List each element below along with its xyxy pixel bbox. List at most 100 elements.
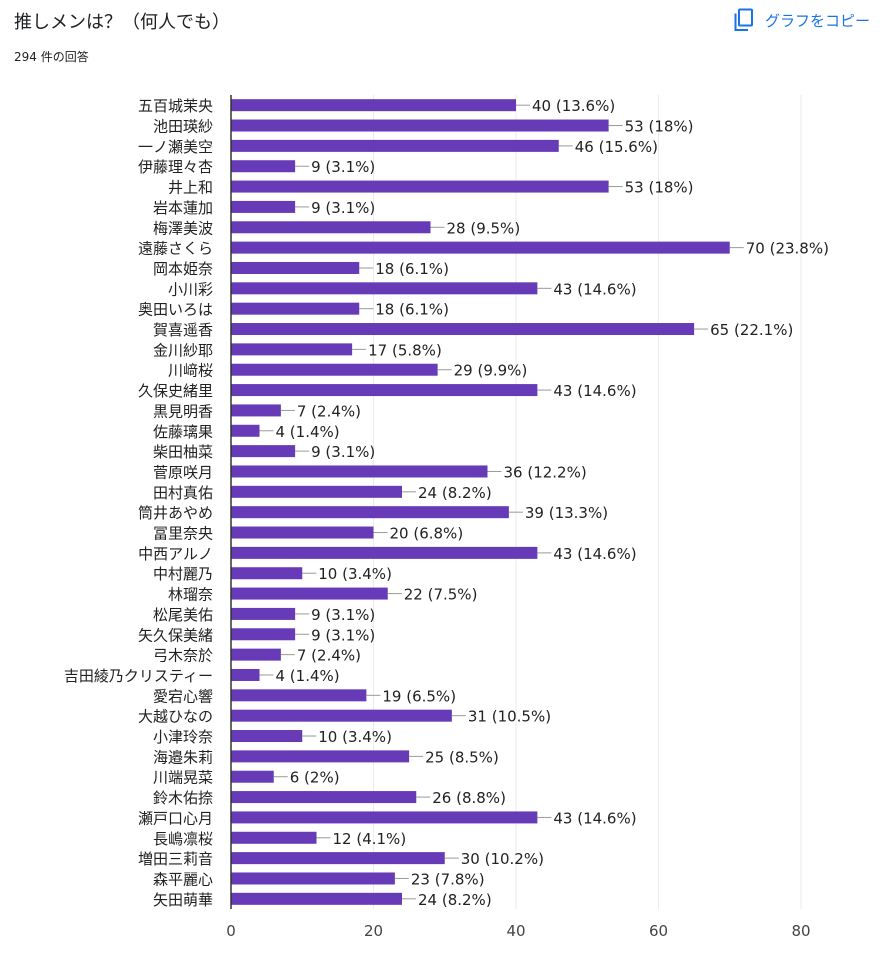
bar-value-label: 65 (22.1%) [710, 321, 793, 339]
bar-value-label: 25 (8.5%) [425, 748, 499, 766]
category-label: 梅澤美波 [153, 219, 213, 237]
bar [231, 282, 538, 295]
bar-value-label: 9 (3.1%) [311, 158, 375, 176]
category-label: 遠藤さくら [138, 240, 213, 258]
bar [231, 221, 431, 234]
bar-value-label: 23 (7.8%) [411, 870, 485, 888]
bar [231, 261, 360, 274]
bar [231, 384, 538, 397]
category-label: 森平麗心 [153, 870, 213, 888]
bar-value-label: 30 (10.2%) [461, 850, 544, 868]
bar [231, 363, 438, 376]
category-label: 池田瑛紗 [153, 118, 213, 136]
bar-value-label: 4 (1.4%) [276, 423, 340, 441]
x-tick-label: 20 [364, 922, 383, 940]
bar-value-label: 24 (8.2%) [418, 891, 492, 909]
bar [231, 139, 559, 152]
category-label: 金川紗耶 [153, 341, 213, 359]
category-label: 井上和 [168, 179, 213, 197]
category-label: 菅原咲月 [153, 463, 213, 481]
bar [231, 750, 410, 763]
bar-value-label: 28 (9.5%) [447, 219, 521, 237]
bar-value-label: 43 (14.6%) [553, 382, 636, 400]
copy-chart-label: グラフをコピー [764, 11, 870, 30]
bar-value-label: 26 (8.8%) [432, 789, 506, 807]
bar [231, 770, 274, 783]
bar [231, 119, 609, 132]
bar [231, 485, 402, 498]
x-tick-label: 40 [506, 922, 525, 940]
category-label: 吉田綾乃クリスティー [64, 667, 213, 685]
copy-icon [734, 8, 753, 31]
category-label: 増田三莉音 [138, 850, 213, 868]
bar-value-label: 4 (1.4%) [276, 667, 340, 685]
bar [231, 892, 402, 905]
copy-chart-button[interactable]: グラフをコピー [733, 8, 870, 32]
category-label: 川端晃菜 [153, 769, 213, 787]
bar-value-label: 43 (14.6%) [553, 809, 636, 827]
bar [231, 587, 388, 600]
category-label: 岩本蓮加 [153, 199, 213, 217]
bar [231, 730, 303, 743]
category-label: 黒見明香 [153, 402, 213, 420]
bar [231, 445, 296, 458]
category-label: 長嶋凛桜 [153, 830, 213, 848]
bar [231, 628, 296, 641]
category-label: 川﨑桜 [168, 362, 213, 380]
bar [231, 160, 296, 173]
bar-value-label: 9 (3.1%) [311, 443, 375, 461]
bar-value-label: 22 (7.5%) [404, 586, 478, 604]
bar [231, 180, 609, 193]
bar-value-label: 19 (6.5%) [382, 687, 456, 705]
bar-value-label: 39 (13.3%) [525, 504, 608, 522]
bar [231, 852, 445, 865]
bar-value-label: 29 (9.9%) [454, 362, 528, 380]
bar [231, 99, 516, 112]
bar [231, 302, 360, 315]
x-tick-label: 80 [791, 922, 810, 940]
category-label: 海邉朱莉 [153, 748, 213, 766]
bar-value-label: 18 (6.1%) [375, 260, 449, 278]
category-label: 中西アルノ [138, 545, 213, 563]
bar [231, 241, 730, 254]
bar-value-label: 10 (3.4%) [318, 728, 392, 746]
chart-header: 推しメンは？（何人でも） 294 件の回答 グラフをコピー [14, 8, 874, 68]
bar [231, 526, 374, 539]
bar-value-label: 10 (3.4%) [318, 565, 392, 583]
category-label: 小津玲奈 [153, 728, 213, 746]
category-label: 小川彩 [168, 280, 213, 298]
x-tick-label: 0 [226, 922, 236, 940]
bar [231, 546, 538, 559]
bar [231, 709, 452, 722]
bar-value-label: 7 (2.4%) [297, 647, 361, 665]
category-label: 愛宕心響 [153, 687, 213, 705]
bar-value-label: 53 (18%) [625, 179, 694, 197]
bar-value-label: 9 (3.1%) [311, 199, 375, 217]
bar [231, 323, 695, 336]
bar [231, 200, 296, 213]
question-title: 推しメンは？（何人でも） [14, 12, 230, 33]
bar [231, 404, 281, 417]
category-label: 伊藤理々杏 [138, 158, 213, 176]
category-label: 冨里奈央 [153, 525, 213, 543]
bar [231, 424, 260, 437]
category-label: 久保史緒里 [138, 382, 213, 400]
bar [231, 506, 509, 519]
bar-value-label: 70 (23.8%) [746, 240, 829, 258]
category-label: 岡本姫奈 [153, 260, 213, 278]
category-label: 矢田萌華 [153, 891, 213, 909]
category-label: 五百城茉央 [138, 97, 213, 115]
bar [231, 689, 367, 702]
category-label: 林瑠奈 [168, 586, 213, 604]
bar-value-label: 43 (14.6%) [553, 545, 636, 563]
bar-value-label: 7 (2.4%) [297, 402, 361, 420]
category-label: 田村真佑 [153, 484, 213, 502]
bar [231, 607, 296, 620]
bar-value-label: 17 (5.8%) [368, 341, 442, 359]
bar [231, 831, 317, 844]
bar-value-label: 9 (3.1%) [311, 626, 375, 644]
bar-value-label: 46 (15.6%) [575, 138, 658, 156]
category-label: 中村麗乃 [153, 565, 213, 583]
bar [231, 343, 353, 356]
